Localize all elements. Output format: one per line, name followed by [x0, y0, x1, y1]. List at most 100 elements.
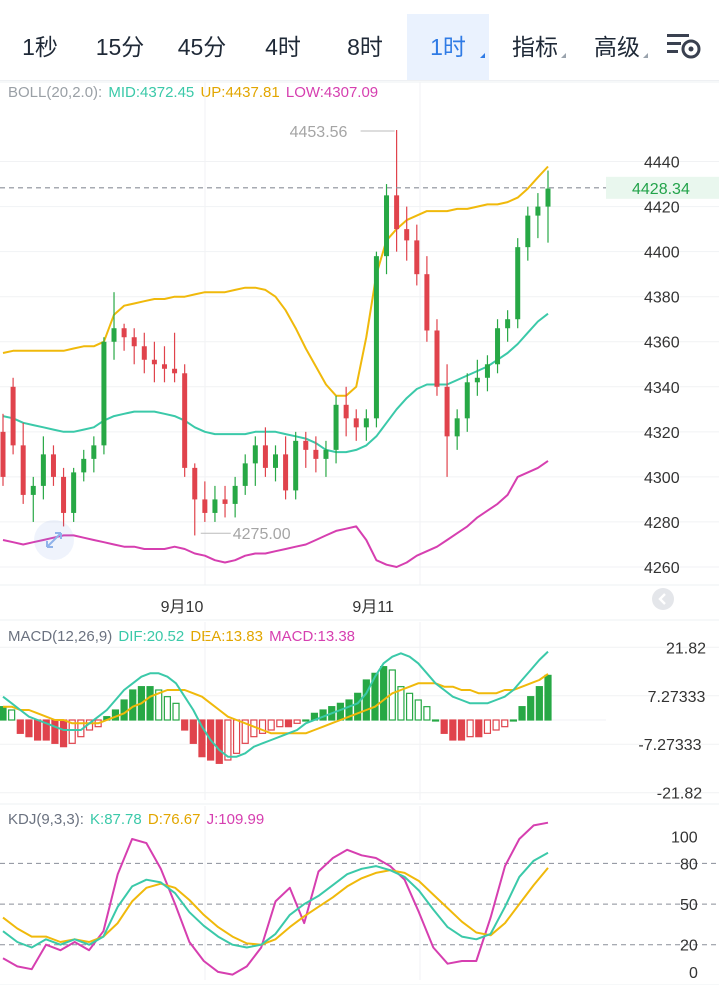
boll-low-value: LOW:4307.09: [285, 84, 379, 101]
candle-body: [343, 404, 349, 419]
boll-mid-value: MID:4372.45: [108, 84, 195, 101]
macd-histogram-bar: [544, 674, 552, 721]
price-tick-label: 4280: [644, 515, 680, 532]
candle-body: [414, 240, 420, 275]
candle-body: [61, 476, 67, 513]
macd-histogram-bar: [492, 719, 500, 731]
price-tick-label: 4420: [644, 200, 680, 217]
tab-15m[interactable]: 15分: [95, 34, 145, 60]
candle-body: [464, 382, 470, 419]
reset-zoom-icon[interactable]: [652, 588, 674, 610]
candle-body: [101, 341, 107, 446]
price-tick-label: 4300: [644, 470, 680, 487]
macd-histogram-bar: [414, 699, 422, 721]
macd-histogram-bar: [241, 719, 249, 744]
candle-body: [545, 188, 551, 207]
candle-body: [394, 195, 400, 230]
kdj-tick-label: 0: [689, 965, 698, 982]
kdj-d-line: [2, 867, 549, 946]
candle-body: [141, 346, 147, 360]
macd-histogram-bar: [181, 719, 189, 731]
candle-body: [242, 463, 248, 486]
macd-histogram-bar: [518, 706, 526, 721]
tab-indicators[interactable]: 指标: [500, 14, 570, 80]
candle-body: [363, 418, 369, 428]
macd-histogram-bar: [68, 719, 76, 744]
candle-body: [232, 485, 238, 504]
macd-histogram-bar: [59, 719, 68, 748]
macd-histogram-bar: [293, 719, 301, 724]
macd-histogram-bar: [42, 719, 50, 741]
macd-histogram-bar: [284, 719, 293, 728]
settings-gear-icon[interactable]: [664, 30, 704, 64]
macd-histogram-bar: [380, 666, 388, 721]
price-tick-label: 4380: [644, 290, 680, 307]
macd-histogram-bar: [267, 719, 275, 731]
kdj-k-line: [2, 851, 549, 949]
price-tick-label: 4320: [644, 425, 680, 442]
candle-body: [434, 330, 440, 387]
kdj-legend: KDJ(9,3,3): K:87.78 D:76.67 J:109.99: [8, 811, 266, 828]
boll-up-value: UP:4437.81: [200, 84, 280, 101]
candle-body: [495, 328, 501, 365]
tab-4h[interactable]: 4时: [265, 34, 301, 60]
boll-mid-line: [2, 312, 549, 454]
macd-histogram-bar: [189, 719, 197, 744]
macd-histogram-bar: [172, 702, 180, 721]
kdj-j-line: [2, 821, 549, 976]
candle-body: [71, 472, 77, 513]
price-tick-label: 4260: [644, 560, 680, 577]
candle-body: [111, 328, 117, 342]
macd-histogram-bar: [224, 719, 232, 761]
expand-arrows-icon[interactable]: [34, 520, 74, 560]
candle-body: [525, 215, 531, 248]
candle-body: [273, 454, 278, 468]
macd-dif-line: [2, 650, 549, 758]
candle-body: [0, 431, 6, 477]
macd-histogram-bar: [535, 686, 543, 721]
date-axis-label: 9月10: [161, 599, 204, 616]
candle-body: [474, 377, 480, 383]
boll-upper-line: [2, 165, 549, 397]
kdj-label: KDJ(9,3,3):: [8, 811, 84, 828]
candle-body: [192, 467, 198, 500]
kdj-tick-label: 100: [671, 829, 698, 846]
kdj-tick-label: 20: [680, 938, 698, 955]
macd-histogram-bar: [431, 719, 440, 722]
macd-histogram-bar: [155, 689, 163, 721]
candle-body: [151, 359, 157, 365]
high-marker-label: 4453.56: [290, 124, 348, 141]
candle-body: [323, 449, 329, 459]
tab-1h[interactable]: 1时: [407, 14, 489, 80]
macd-dif-value: DIF:20.52: [118, 628, 185, 645]
boll-lower-line: [2, 460, 549, 568]
macd-histogram-bar: [258, 719, 267, 734]
macd-histogram-bar: [163, 696, 171, 721]
candle-body: [515, 247, 521, 320]
candle-body: [333, 404, 339, 450]
tab-1s[interactable]: 1秒: [22, 34, 58, 60]
macd-histogram-bar: [509, 719, 517, 722]
candle-body: [535, 206, 541, 216]
candle-body: [212, 499, 218, 513]
macd-histogram-bar: [423, 706, 431, 721]
macd-histogram-bar: [371, 672, 379, 721]
macd-histogram-bar: [501, 719, 509, 728]
candle-body: [252, 445, 258, 464]
tab-8h[interactable]: 8时: [347, 34, 383, 60]
tab-45m[interactable]: 45分: [177, 34, 227, 60]
candle-body: [283, 454, 289, 491]
macd-histogram-bar: [345, 699, 353, 721]
macd-histogram-bar: [0, 706, 7, 721]
macd-histogram-bar: [302, 719, 310, 722]
macd-histogram-bar: [276, 719, 284, 728]
candle-body: [172, 368, 178, 374]
candle-body: [161, 364, 167, 369]
macd-histogram-bar: [232, 719, 241, 754]
tab-advanced[interactable]: 高级: [582, 14, 652, 80]
price-tick-label: 4440: [644, 155, 680, 172]
kdj-k-value: K:87.78: [90, 811, 142, 828]
macd-tick-label: 7.27333: [648, 689, 706, 706]
dropdown-caret-icon: [561, 53, 566, 58]
